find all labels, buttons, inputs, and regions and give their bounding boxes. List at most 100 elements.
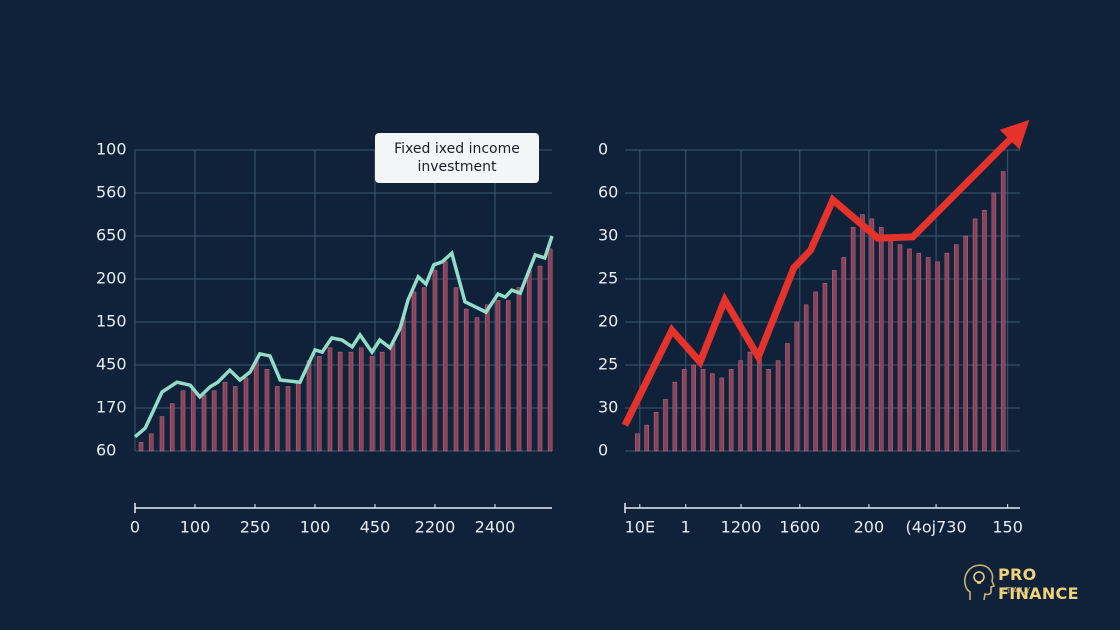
bar <box>766 368 771 452</box>
bar <box>190 388 196 452</box>
bar <box>180 390 186 452</box>
x-tick-label: 2400 <box>475 518 516 537</box>
y-tick-label: 150 <box>96 312 127 331</box>
bar <box>243 377 249 452</box>
bar <box>400 317 406 452</box>
y-tick-label: 200 <box>96 269 127 288</box>
bar <box>264 368 270 452</box>
bar <box>274 386 280 452</box>
bar <box>169 403 175 452</box>
bar <box>547 248 553 452</box>
x-tick-label: (4oj730 <box>905 518 966 537</box>
bar <box>963 235 968 452</box>
logo-icon <box>964 564 996 601</box>
y-tick-label: 60 <box>96 441 116 460</box>
bar <box>442 261 448 452</box>
bar <box>907 248 912 452</box>
bar <box>411 291 417 452</box>
bar <box>954 244 959 452</box>
bar <box>700 368 706 452</box>
bar <box>841 257 847 452</box>
bar <box>991 192 997 452</box>
bar <box>972 218 978 452</box>
bar <box>850 227 856 452</box>
bar <box>672 381 678 452</box>
y-tick-label: 20 <box>598 312 618 331</box>
y-tick-label: 25 <box>598 269 618 288</box>
bar <box>505 300 511 452</box>
y-tick-label: 0 <box>598 441 608 460</box>
bar <box>369 356 375 452</box>
bar <box>888 235 893 452</box>
line <box>621 119 1030 427</box>
bar <box>719 377 725 452</box>
bar <box>878 227 884 452</box>
x-tick-label: 1 <box>681 518 691 537</box>
x-tick-label: 0 <box>130 518 140 537</box>
bar <box>1000 171 1006 452</box>
bar <box>148 433 154 452</box>
x-tick-label: 1200 <box>721 518 762 537</box>
x-tick-label: 200 <box>854 518 885 537</box>
bar <box>738 360 743 452</box>
y-tick-label: 450 <box>96 355 127 374</box>
y-tick-label: 25 <box>598 355 618 374</box>
bar <box>925 257 931 452</box>
y-tick-label: 60 <box>598 183 618 202</box>
bar <box>537 265 543 452</box>
bar <box>138 442 144 452</box>
bar <box>832 270 837 452</box>
bar <box>432 270 438 452</box>
x-tick-label: 450 <box>360 518 391 537</box>
bar <box>348 351 354 452</box>
logo-tagline: ITALY <box>1002 586 1033 595</box>
bar <box>813 291 818 452</box>
x-tick-label: 2200 <box>415 518 456 537</box>
bar <box>822 282 828 452</box>
logo: PRO FINANCE ITALY <box>962 560 1112 604</box>
bar <box>222 381 228 452</box>
bar <box>794 321 800 452</box>
x-tick-label: 250 <box>240 518 271 537</box>
bar <box>516 287 522 452</box>
y-tick-label: 170 <box>96 398 127 417</box>
bar <box>463 308 469 452</box>
bar <box>728 368 734 452</box>
bar <box>663 399 668 452</box>
logo-name: PRO FINANCE <box>998 565 1079 603</box>
bar <box>935 261 940 452</box>
bar <box>681 368 687 452</box>
bar <box>747 351 753 452</box>
y-tick-label: 0 <box>598 140 608 159</box>
bar <box>803 304 809 452</box>
bar <box>253 360 259 452</box>
bar <box>653 411 659 452</box>
bar <box>860 214 865 452</box>
bar <box>897 244 903 452</box>
x-tick-label: 1600 <box>779 518 820 537</box>
bar <box>484 304 490 452</box>
bar <box>211 390 217 452</box>
bar <box>201 394 207 452</box>
bar <box>982 209 987 452</box>
x-tick-label: 100 <box>180 518 211 537</box>
line <box>133 235 554 439</box>
bar <box>474 317 480 452</box>
y-tick-label: 30 <box>598 226 618 245</box>
bar <box>232 386 238 452</box>
bar <box>691 364 696 452</box>
bar <box>379 351 385 452</box>
y-tick-label: 650 <box>96 226 127 245</box>
bar <box>453 287 459 452</box>
bar <box>390 343 396 452</box>
bar <box>159 416 165 452</box>
x-tick-label: 10E <box>625 518 655 537</box>
bar <box>358 347 364 452</box>
bar <box>635 433 640 452</box>
bar <box>327 347 333 452</box>
legend-box: Fixed ixed income investment <box>375 133 539 183</box>
bar <box>869 218 875 452</box>
bar <box>944 252 950 452</box>
